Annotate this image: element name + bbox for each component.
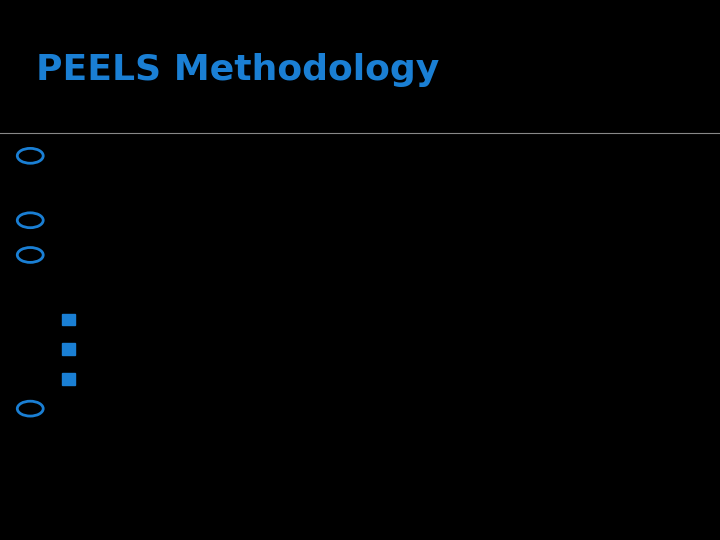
Text: PEELS Methodology: PEELS Methodology (36, 53, 439, 87)
Text: Following 3 cohorts of children beginning in 2003: Following 3 cohorts of children beginnin… (54, 245, 605, 265)
Text: Cohort C (primarily 5 year olds): Cohort C (primarily 5 year olds) (90, 370, 376, 388)
Text: a stratified sample of 224 school districts: a stratified sample of 224 school distri… (54, 176, 516, 195)
FancyBboxPatch shape (62, 314, 75, 325)
Text: Using Longitudinal Cohort Design: Using Longitudinal Cohort Design (54, 210, 427, 230)
Text: -2004: -2004 (54, 275, 119, 295)
Text: All being followed into their kindergarten year: All being followed into their kindergart… (54, 397, 631, 421)
Text: Cohort B (primarily 4 year olds): Cohort B (primarily 4 year olds) (90, 340, 375, 358)
FancyBboxPatch shape (62, 373, 75, 384)
Text: Sample size:  approximately 3000 children from: Sample size: approximately 3000 children… (54, 146, 589, 166)
FancyBboxPatch shape (62, 343, 75, 355)
Text: until 2009: until 2009 (54, 427, 181, 450)
Text: Cohort A (primarily 3 year olds): Cohort A (primarily 3 year olds) (90, 310, 375, 328)
